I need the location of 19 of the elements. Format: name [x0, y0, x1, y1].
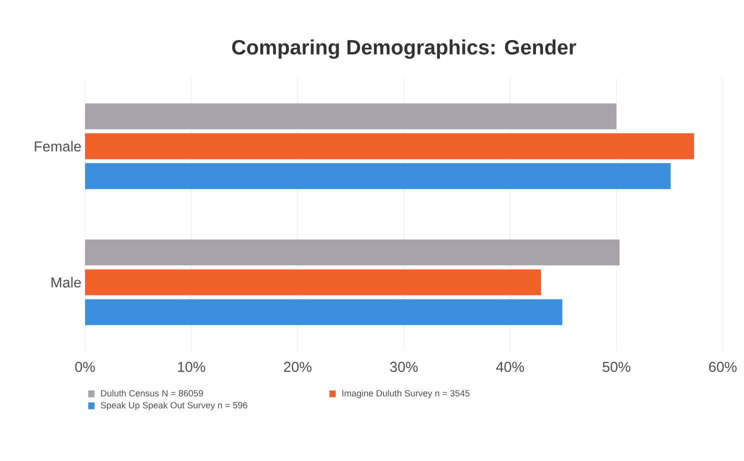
y-tick-label: Male [52, 277, 81, 288]
x-tick-label: 60% [709, 362, 737, 372]
x-tick-label: 50% [602, 362, 630, 372]
legend-label: Duluth Census N = 86059 [101, 390, 203, 397]
legend-label: Imagine Duluth Survey n = 3545 [342, 390, 470, 398]
bar [85, 163, 671, 190]
bar [85, 133, 694, 160]
legend-label: Speak Up Speak Out Survey n = 596 [100, 402, 248, 410]
x-tick-label: 0% [75, 362, 95, 372]
x-tick-label: 10% [178, 362, 206, 372]
bar [85, 269, 541, 296]
x-tick-label: 40% [496, 362, 524, 372]
x-tick-label: 20% [284, 362, 312, 372]
bar [85, 240, 620, 266]
bar [85, 103, 616, 130]
chart-title: Comparing Demographics: Gender [232, 40, 576, 59]
y-tick-label: Female [34, 141, 81, 152]
bar [85, 299, 562, 326]
x-tick-label: 30% [390, 362, 418, 372]
